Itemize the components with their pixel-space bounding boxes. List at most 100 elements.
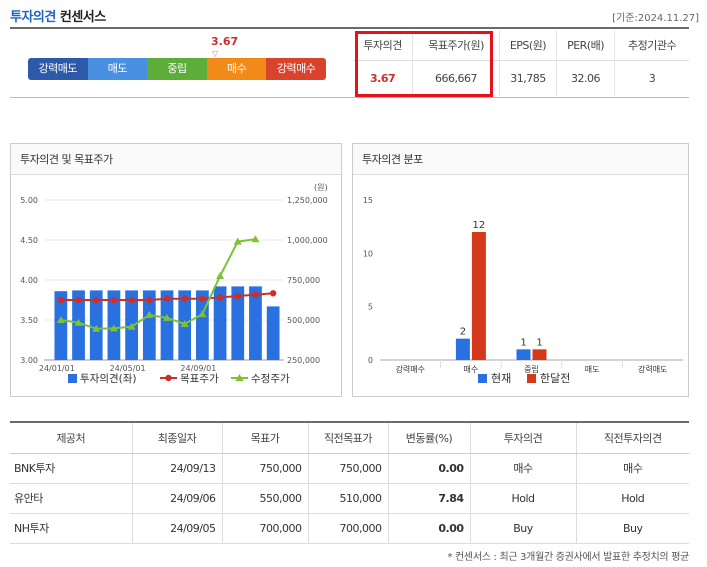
target-price-point	[252, 291, 259, 298]
metric-header-opinion: 투자의견	[353, 30, 413, 61]
cell-provider: BNK투자	[10, 453, 132, 484]
target-price-point	[199, 295, 206, 302]
opinion-bar	[54, 291, 68, 360]
adjusted-price-point	[163, 313, 171, 321]
target-price-point	[128, 296, 135, 304]
legend-label: 수정주가	[251, 373, 290, 385]
current-bar	[516, 349, 531, 360]
month-ago-bar	[532, 349, 547, 360]
metrics-table: 투자의견 목표주가(원) EPS(원) PER(배) 추정기관수 3.67 66…	[353, 30, 689, 96]
cell-prev-target: 510,000	[307, 483, 388, 514]
cell-prev-opinion: 매수	[575, 453, 689, 484]
x-tick: 24/01/01	[39, 364, 75, 373]
adjusted-price-line	[60, 238, 256, 330]
y-right-unit: (원)	[314, 183, 328, 192]
y-left-tick: 3.50	[20, 316, 38, 325]
table-row: 유안타 24/09/06 550,000 510,000 7.84 Hold H…	[10, 483, 689, 514]
metric-opinion: 3.67	[370, 71, 396, 85]
cell-prev-opinion: Buy	[575, 513, 689, 544]
target-price-point	[216, 294, 224, 301]
cell-change: 7.84	[387, 483, 470, 514]
target-price-point	[146, 296, 153, 304]
data-label: 1	[536, 337, 542, 348]
y-left-tick: 4.00	[20, 276, 38, 285]
footnote: * 컨센서스 : 최근 3개월간 증권사에서 발표한 추정치의 평균	[447, 552, 689, 563]
title-rest: 컨센서스	[59, 10, 106, 25]
scale-sell: 매도	[87, 58, 148, 80]
col-date: 최종일자	[131, 421, 222, 454]
target-price-point	[269, 290, 277, 297]
cell-target: 700,000	[221, 513, 308, 544]
opinion-bar	[213, 286, 227, 360]
metric-target: 666,667	[412, 60, 500, 96]
opinion-bar	[266, 306, 280, 360]
section-divider	[10, 97, 689, 98]
cell-prev-target: 700,000	[307, 513, 388, 544]
target-price-point	[93, 296, 100, 304]
category-label: 매도	[585, 365, 600, 374]
category-label: 강력매도	[638, 364, 667, 374]
x-tick: 24/05/01	[110, 364, 146, 373]
y-left-tick: 4.50	[20, 236, 38, 245]
adjusted-price-point	[198, 310, 207, 318]
legend-point-icon	[235, 374, 244, 381]
scale-buy: 매수	[206, 58, 267, 80]
cell-opinion: Hold	[469, 483, 576, 514]
col-prev-target: 직전목표가	[307, 421, 388, 454]
scale-strong-buy: 강력매수	[266, 58, 326, 80]
data-label: 1	[520, 337, 526, 348]
adjusted-price-point	[56, 316, 65, 323]
target-price-point	[110, 296, 118, 304]
legend-label: 한달전	[540, 372, 570, 385]
col-provider: 제공처	[10, 421, 132, 454]
adjusted-price-point	[127, 322, 136, 330]
legend-label: 목표주가	[180, 373, 219, 385]
y-right-tick: 500,000	[287, 316, 320, 325]
legend-label: 현재	[491, 372, 511, 385]
cell-opinion: 매수	[469, 453, 576, 484]
category-label: 강력매수	[396, 364, 425, 374]
metric-eps: 31,785	[498, 60, 557, 96]
adjusted-price-point	[251, 235, 260, 243]
target-price-point	[75, 296, 82, 304]
metric-header-per: PER(배)	[555, 30, 615, 61]
y-right-tick: 750,000	[287, 276, 320, 285]
cell-provider: NH투자	[10, 513, 132, 544]
opinion-target-chart: 5.00 4.50 4.00 3.50 3.00 1,250,000 1,000,000 75…	[20, 183, 328, 385]
adjusted-price-point	[216, 272, 225, 279]
y-tick: 10	[363, 249, 373, 258]
opinion-distribution-panel: 투자의견 분포 15 10 5 0 강력매수 매수 2 12 중립 1 1 매도 강력매도 현재 한달전	[352, 143, 689, 397]
data-label: 12	[473, 220, 486, 231]
col-target: 목표가	[221, 421, 308, 454]
target-price-point	[234, 292, 241, 300]
category-label: 매수	[464, 365, 479, 374]
metric-count: 3	[614, 60, 689, 96]
target-price-point	[181, 295, 188, 302]
cell-date: 24/09/05	[131, 513, 222, 544]
cell-target: 750,000	[221, 453, 308, 484]
title-highlight: 투자의견	[10, 10, 56, 25]
y-right-tick: 1,000,000	[287, 236, 328, 245]
adjusted-price-point	[145, 310, 154, 318]
metric-header-target: 목표주가(원)	[412, 30, 500, 61]
opinion-scale: 강력매도 매도 중립 매수 강력매수	[28, 58, 326, 80]
month-ago-bar	[471, 232, 486, 360]
adjusted-price-point	[109, 324, 118, 332]
metric-header-eps: EPS(원)	[498, 30, 557, 61]
chart2-title: 투자의견 분포	[353, 144, 688, 175]
metric-header-count: 추정기관수	[614, 30, 689, 61]
cell-date: 24/09/06	[131, 483, 222, 514]
category-label: 중립	[524, 365, 539, 374]
legend-month-ago-icon	[527, 374, 536, 383]
chart1-title: 투자의견 및 목표주가	[11, 144, 341, 175]
target-price-point	[163, 295, 171, 302]
y-right-tick: 1,250,000	[287, 196, 328, 205]
header-divider	[10, 27, 689, 29]
opinion-bar	[249, 286, 262, 360]
cell-date: 24/09/13	[131, 453, 222, 484]
consensus-table: 제공처 최종일자 목표가 직전목표가 변동률(%) 투자의견 직전투자의견 BN…	[10, 421, 689, 544]
y-right-tick: 250,000	[287, 356, 320, 365]
highlight-box	[355, 31, 493, 97]
opinion-bar	[231, 286, 245, 360]
